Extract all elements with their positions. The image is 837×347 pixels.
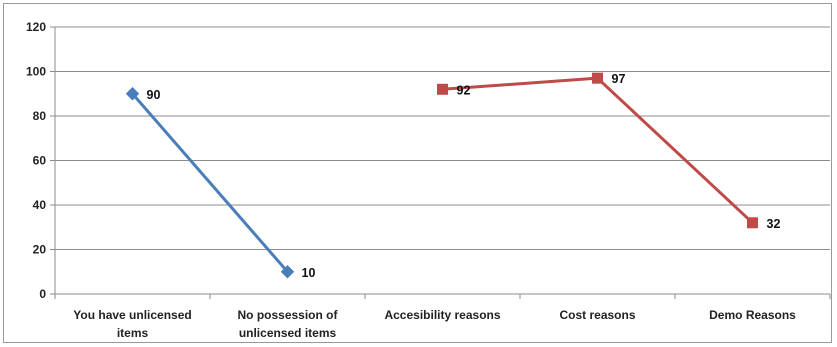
series-2-point bbox=[437, 83, 448, 95]
line-chart: 0 20 40 60 80 100 120 You have unlicensed items N… bbox=[26, 20, 831, 340]
series-2-point bbox=[747, 217, 758, 229]
series-2-line-segment bbox=[441, 76, 599, 91]
data-label: 10 bbox=[302, 266, 316, 280]
series-2-line-segment bbox=[596, 76, 754, 225]
series-2-point bbox=[592, 72, 603, 84]
data-label: 97 bbox=[612, 72, 626, 86]
data-label: 92 bbox=[457, 83, 471, 97]
x-category-label: No possession of unlicensed items bbox=[237, 308, 338, 340]
y-tick-label: 80 bbox=[33, 109, 47, 123]
series-1-point bbox=[125, 87, 140, 101]
y-tick-label: 20 bbox=[33, 243, 47, 257]
x-category-label: Demo Reasons bbox=[709, 308, 796, 322]
y-tick-label: 100 bbox=[26, 65, 46, 79]
x-category-label: Cost reasons bbox=[559, 308, 635, 322]
x-category-label: Accesibility reasons bbox=[384, 308, 500, 322]
y-tick-label: 0 bbox=[39, 287, 46, 301]
y-tick-label: 60 bbox=[33, 154, 47, 168]
x-category-label: You have unlicensed items bbox=[73, 308, 191, 340]
series-1-point bbox=[280, 265, 295, 279]
data-label: 32 bbox=[767, 217, 781, 231]
data-label: 90 bbox=[147, 88, 161, 102]
chart-frame: 0 20 40 60 80 100 120 You have unlicensed items N… bbox=[3, 3, 832, 343]
y-tick-label: 120 bbox=[26, 20, 46, 34]
y-tick-label: 40 bbox=[33, 198, 47, 212]
series-1-line-segment bbox=[131, 92, 289, 274]
